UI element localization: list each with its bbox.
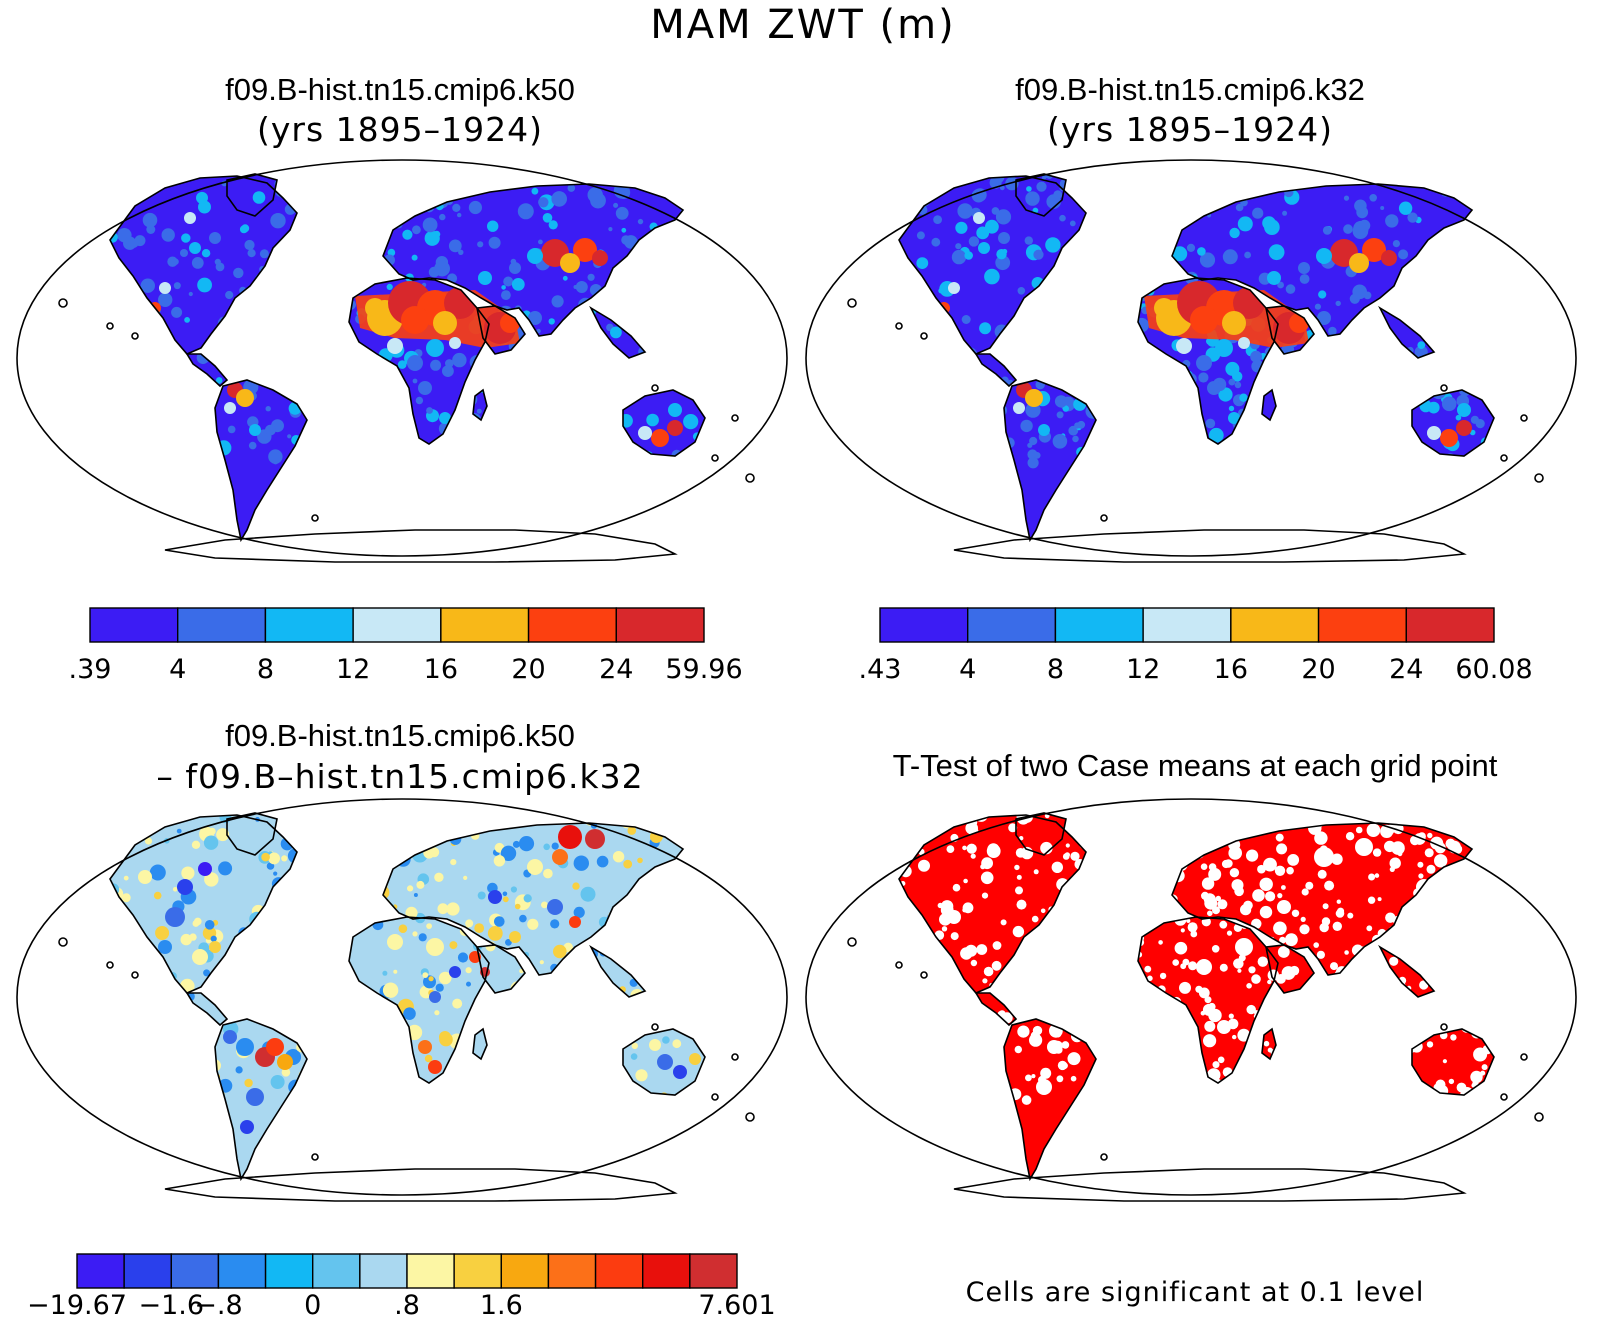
map-diff [16,798,788,1202]
panel-diff-subtitle: – f09.B–hist.tn15.cmip6.k32 [156,757,644,796]
colorbar-tick-label: 16 [1214,654,1248,685]
colorbar-box [359,1253,408,1289]
colorbar-box [440,607,530,643]
map-frame [805,159,1577,557]
colorbar-diff: −19.67 −1.6−.8 0 .8 1.6 7.601 [27,1253,776,1321]
colorbar-tick-label: −.8 [194,1290,242,1321]
panel-k50-title: f09.B-hist.tn15.cmip6.k50 [225,72,575,107]
colorbar-box [453,1253,502,1289]
colorbar-box [123,1253,172,1289]
panel-k32-subtitle: (yrs 1895–1924) [1047,110,1333,149]
colorbar-box [594,1253,644,1289]
colorbar-box [264,1253,314,1289]
colorbar-tick-label: 4 [959,654,976,685]
map-k32 [805,159,1577,563]
colorbar-box [547,1253,597,1289]
colorbar-tick-label: 24 [599,654,633,685]
colorbar-box [352,607,442,643]
colorbar-tick-label: 0 [304,1290,321,1321]
colorbar-tick-label: 60.08 [1455,654,1532,685]
panel-diff-title: f09.B-hist.tn15.cmip6.k50 [225,718,575,753]
colorbar-tick-label: 7.601 [698,1290,775,1321]
panel-ttest-title: T-Test of two Case means at each grid po… [892,748,1498,783]
coastlines [847,173,1544,563]
map-ttest [805,798,1577,1202]
colorbar-tick-label: .39 [69,654,112,685]
colorbar-tick-label: .43 [859,654,902,685]
significance-note: Cells are significant at 0.1 level [965,1277,1425,1308]
colorbar-box [264,607,354,643]
colorbar-tick-label: 59.96 [665,654,742,685]
map-frame [16,159,788,557]
coastlines [58,812,755,1202]
panel-k32-title: f09.B-hist.tn15.cmip6.k32 [1015,72,1365,107]
colorbar-tick-label: 12 [1126,654,1160,685]
colorbar-box [1405,607,1495,643]
map-k50 [16,159,788,563]
colorbar-box [689,1253,738,1289]
colorbar-tick-label: −19.67 [27,1290,127,1321]
colorbar-box [1054,607,1144,643]
colorbar-box [217,1253,267,1289]
colorbar-box [500,1253,550,1289]
colorbar-tick-label: 4 [169,654,186,685]
colorbar-tick-label: 8 [1047,654,1064,685]
colorbar-box [967,607,1057,643]
colorbar-tick-label: 16 [424,654,458,685]
colorbar-box [177,607,267,643]
colorbar-k32: .43 4 8 12 16 20 24 60.08 [859,607,1533,685]
colorbar-tick-label: −1.6 [139,1290,205,1321]
map-frame [16,798,788,1196]
colorbar-tick-label: .8 [394,1290,420,1321]
colorbar-box [615,607,705,643]
colorbar-tick-label: 12 [336,654,370,685]
map-frame [805,798,1577,1196]
colorbar-box [170,1253,220,1289]
colorbar-tick-label: 20 [511,654,545,685]
colorbar-box [527,607,617,643]
colorbar-box [1230,607,1320,643]
colorbar-box [1317,607,1407,643]
colorbar-tick-label: 20 [1301,654,1335,685]
colorbar-box [89,607,179,643]
colorbar-box [76,1253,125,1289]
colorbar-tick-label: 8 [257,654,274,685]
figure-title: MAM ZWT (m) [650,2,956,48]
colorbar-k50: .39 4 8 12 16 20 24 59.96 [69,607,743,685]
colorbar-tick-label: 1.6 [480,1290,523,1321]
colorbar-tick-label: 24 [1389,654,1423,685]
colorbar-box [406,1253,455,1289]
colorbar-box [642,1253,691,1289]
coastlines [847,812,1544,1202]
colorbar-box [312,1253,361,1289]
panel-k50-subtitle: (yrs 1895–1924) [257,110,543,149]
colorbar-box [879,607,969,643]
colorbar-box [1142,607,1232,643]
coastlines [58,173,755,563]
